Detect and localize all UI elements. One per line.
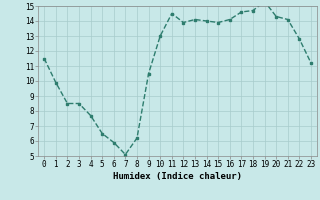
- X-axis label: Humidex (Indice chaleur): Humidex (Indice chaleur): [113, 172, 242, 181]
